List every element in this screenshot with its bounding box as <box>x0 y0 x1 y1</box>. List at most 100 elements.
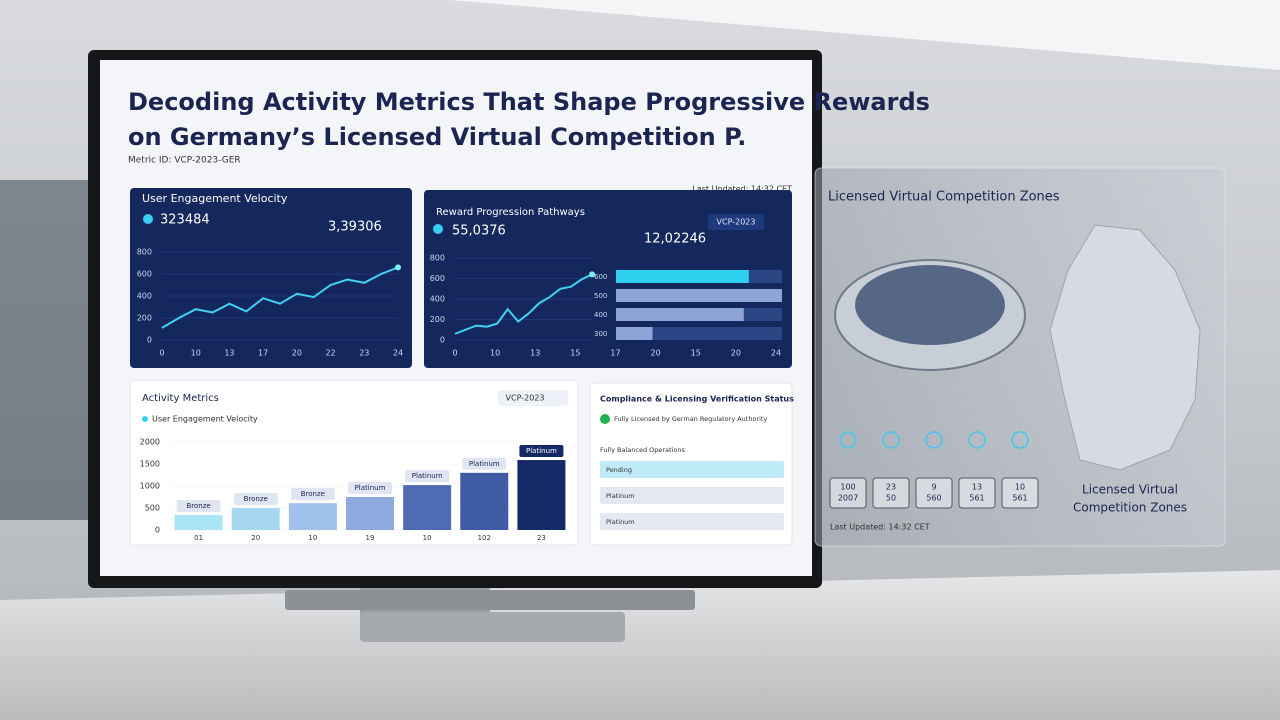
stat-text: 13 <box>972 483 982 492</box>
stat-box <box>915 477 953 509</box>
x-tick-label: 24 <box>393 349 403 358</box>
legend-text: User Engagement Velocity <box>152 415 258 424</box>
bar-label: 500 <box>594 292 607 300</box>
panel-title: Compliance & Licensing Verification Stat… <box>600 395 794 404</box>
x-tick-label: 15 <box>570 349 580 358</box>
stand-base <box>360 612 625 642</box>
y-tick-label: 800 <box>430 254 445 263</box>
node-icon <box>925 431 943 449</box>
stat-box <box>829 477 867 509</box>
stat-text: 9 <box>931 483 936 492</box>
x-tick-label: 20 <box>731 349 741 358</box>
stat-box <box>872 477 910 509</box>
badge <box>708 214 764 230</box>
bar-label: 300 <box>594 330 607 338</box>
status-text: Fully Licensed by German Regulatory Auth… <box>614 415 767 423</box>
y-tick-label: 1500 <box>140 460 160 469</box>
panel-title: Reward Progression Pathways <box>436 207 585 218</box>
map-caption: Licensed Virtual <box>1082 483 1178 497</box>
stat-text: 100 <box>840 483 855 492</box>
germany-map <box>1049 224 1201 471</box>
y-tick-label: 200 <box>430 315 445 324</box>
x-tick-label: 13 <box>530 349 540 358</box>
tier-badge <box>176 500 221 513</box>
node-icon <box>839 431 857 449</box>
end-point <box>395 264 401 271</box>
bar <box>403 485 452 530</box>
bar <box>288 503 337 530</box>
y-tick-label: 500 <box>145 504 160 513</box>
bar <box>616 308 744 321</box>
stat-text: 561 <box>1012 494 1027 503</box>
x-tick-label: 0 <box>452 349 457 358</box>
panel-title: User Engagement Velocity <box>142 192 288 205</box>
bar <box>460 472 509 530</box>
status-row <box>600 487 784 504</box>
rewards-panel <box>424 190 792 368</box>
x-tick-label: 20 <box>292 349 302 358</box>
stat-text: 23 <box>886 483 896 492</box>
keyboard <box>285 590 695 610</box>
y-tick-label: 400 <box>430 295 445 304</box>
x-tick-label: 01 <box>194 534 203 542</box>
x-tick-label: 10 <box>490 349 500 358</box>
stat: 12,02246 <box>644 232 706 247</box>
tier-badge <box>462 457 507 470</box>
ceiling-light <box>450 0 1280 70</box>
row-label: Platinum <box>606 518 635 526</box>
tier-badge <box>233 493 278 505</box>
tier-badge <box>519 445 564 458</box>
title: Decoding Activity Metrics That Shape Pro… <box>128 88 930 116</box>
x-tick-label: 23 <box>359 349 369 358</box>
stat-text: 50 <box>886 494 896 503</box>
tier-badge <box>290 488 335 501</box>
metric-id: Metric ID: VCP-2023-GER <box>128 156 241 166</box>
x-tick-label: 102 <box>478 534 491 542</box>
stat-text: 10 <box>1015 483 1025 492</box>
check-icon <box>600 414 610 424</box>
x-tick-label: 10 <box>308 534 317 542</box>
bar <box>616 327 653 340</box>
last-updated: Last Updated: 14:32 CET <box>692 185 792 194</box>
y-tick-label: 2000 <box>140 438 160 447</box>
stat-text: 561 <box>969 494 984 503</box>
bar-label: 600 <box>594 273 607 281</box>
y-tick-label: 200 <box>137 314 152 323</box>
row-label: Platinum <box>606 492 635 500</box>
y-tick-label: 1000 <box>140 482 160 491</box>
bar-label: 400 <box>594 311 607 319</box>
y-tick-label: 400 <box>137 292 152 301</box>
tier-label: Platinum <box>355 484 386 492</box>
stadium-field <box>855 265 1005 345</box>
badge-text: VCP-2023 <box>506 394 545 403</box>
stat: 3,39306 <box>328 220 382 235</box>
y-tick-label: 600 <box>430 274 445 283</box>
map-caption: Competition Zones <box>1073 501 1187 515</box>
bar <box>231 508 280 530</box>
row-label: Pending <box>606 466 632 474</box>
x-tick-label: 20 <box>251 534 260 542</box>
panel-title: Activity Metrics <box>142 393 219 404</box>
x-tick-label: 17 <box>610 349 620 358</box>
bar <box>517 460 566 530</box>
tier-label: Platinum <box>469 460 500 468</box>
x-tick-label: 13 <box>224 349 234 358</box>
x-tick-label: 10 <box>191 349 201 358</box>
line <box>161 266 399 329</box>
node-icon <box>882 431 900 449</box>
bar <box>616 289 782 302</box>
title: on Germany’s Licensed Virtual Competitio… <box>128 123 746 151</box>
bar <box>174 515 223 530</box>
node-icon <box>1011 431 1029 449</box>
x-tick-label: 15 <box>691 349 701 358</box>
y-tick-label: 600 <box>137 270 152 279</box>
node-icon <box>968 431 986 449</box>
y-tick-label: 800 <box>137 248 152 257</box>
window <box>0 180 95 520</box>
tier-label: Platinum <box>526 447 557 455</box>
indicator <box>143 214 153 224</box>
tier-badge <box>405 470 450 483</box>
tier-label: Platinum <box>412 472 443 480</box>
